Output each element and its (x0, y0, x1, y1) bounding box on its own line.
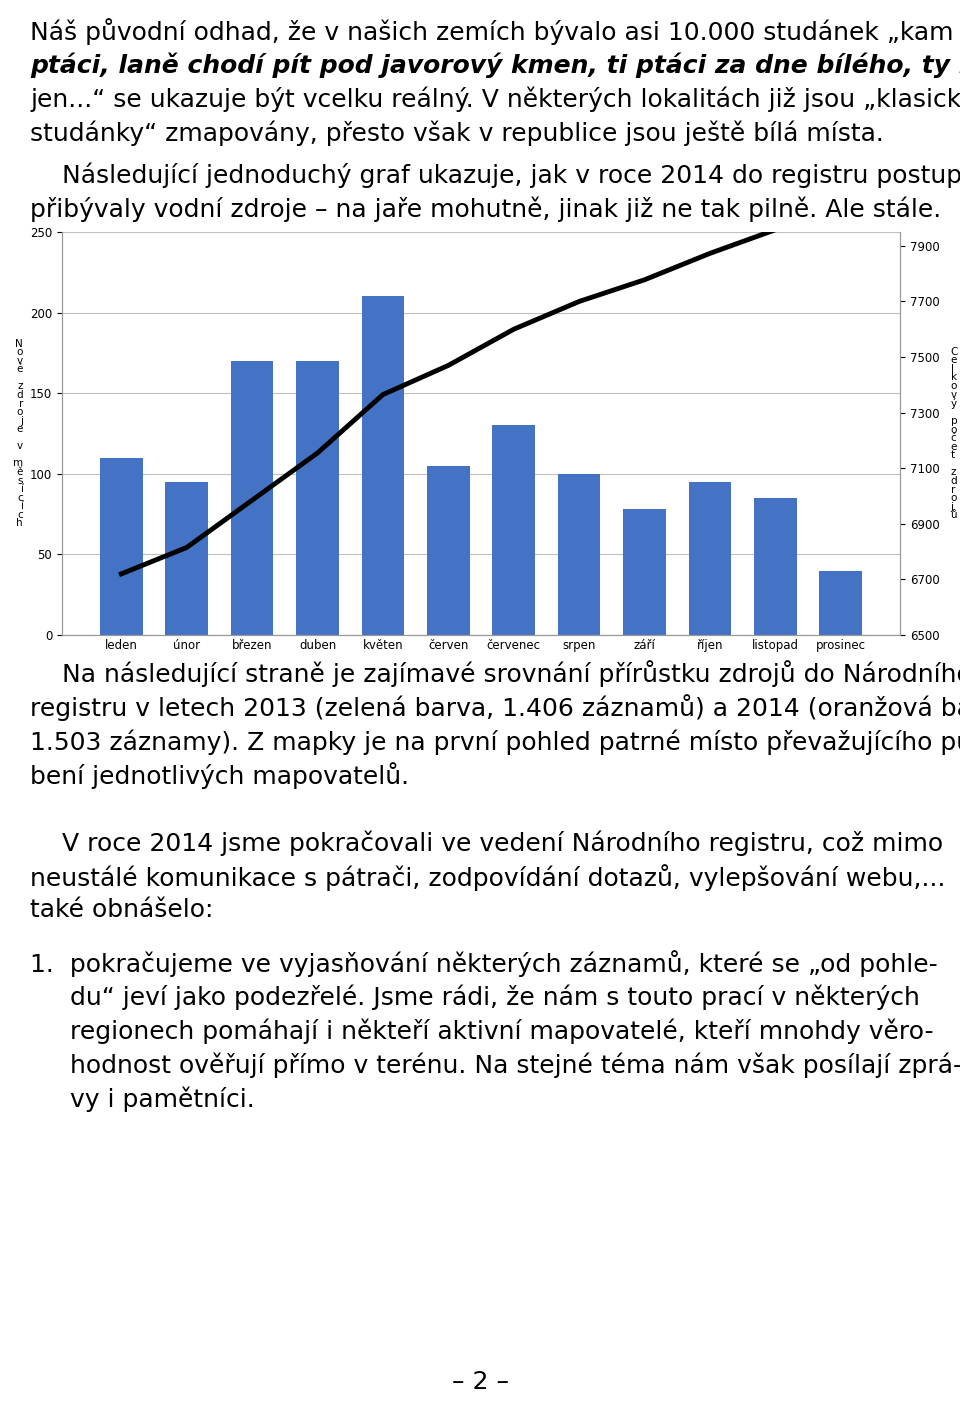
Text: du“ jeví jako podezřelé. Jsme rádi, že nám s touto prací v některých: du“ jeví jako podezřelé. Jsme rádi, že n… (30, 983, 920, 1010)
Y-axis label: N
o
v
é
 
z
d
r
o
j
e
 
v
 
m
ě
s
í
c
í
c
h: N o v é z d r o j e v m ě s í c í c h (12, 339, 23, 528)
Text: také obnášelo:: také obnášelo: (30, 898, 213, 922)
Text: přibývaly vodní zdroje – na jaře mohutně, jinak již ne tak pilně. Ale stále.: přibývaly vodní zdroje – na jaře mohutně… (30, 197, 941, 222)
Bar (230, 361, 274, 635)
Text: – 2 –: – 2 – (451, 1370, 509, 1394)
Bar (820, 570, 862, 635)
Bar (427, 465, 469, 635)
Text: Následující jednoduchý graf ukazuje, jak v roce 2014 do registru postupně: Následující jednoduchý graf ukazuje, jak… (30, 162, 960, 187)
Text: 1.503 záznamy). Z mapky je na první pohled patrné místo převažujícího půso-: 1.503 záznamy). Z mapky je na první pohl… (30, 728, 960, 754)
Text: V roce 2014 jsme pokračovali ve vedení Národního registru, což mimo: V roce 2014 jsme pokračovali ve vedení N… (30, 830, 943, 856)
Text: jen...“ se ukazuje být vcelku reálný. V některých lokalitách již jsou „klasické: jen...“ se ukazuje být vcelku reálný. V … (30, 86, 960, 111)
Text: bení jednotlivých mapovatelů.: bení jednotlivých mapovatelů. (30, 762, 409, 788)
Text: 1.  pokračujeme ve vyjasňování některých záznamů, které se „od pohle-: 1. pokračujeme ve vyjasňování některých … (30, 950, 938, 976)
Bar (165, 482, 208, 635)
Bar (297, 361, 339, 635)
Bar (362, 296, 404, 635)
Text: studánky“ zmapovány, přesto však v republice jsou ještě bílá místa.: studánky“ zmapovány, přesto však v repub… (30, 119, 884, 146)
Y-axis label: C
e
l
k
o
v
ý
 
p
o
č
e
t
 
z
d
r
o
j
ů: C e l k o v ý p o č e t z d r o j ů (950, 347, 958, 520)
Bar (754, 497, 797, 635)
Text: ptáci, laně chodí pít pod javorový kmen, ti ptáci za dne bílého, ty laně v noci: ptáci, laně chodí pít pod javorový kmen,… (30, 52, 960, 77)
Bar (492, 426, 535, 635)
Text: hodnost ověřují přímo v terénu. Na stejné téma nám však posílají zprá-: hodnost ověřují přímo v terénu. Na stejn… (30, 1052, 960, 1078)
Text: vy i pamětníci.: vy i pamětníci. (30, 1086, 254, 1111)
Text: neustálé komunikace s pátrači, zodpovídání dotazů, vylepšování webu,...: neustálé komunikace s pátrači, zodpovídá… (30, 864, 946, 891)
Text: registru v letech 2013 (zelená barva, 1.406 záznamů) a 2014 (oranžová barva,: registru v letech 2013 (zelená barva, 1.… (30, 694, 960, 721)
Text: Náš původní odhad, že v našich zemích bývalo asi 10.000 studánek „kam: Náš původní odhad, že v našich zemích bý… (30, 18, 953, 45)
Text: regionech pomáhají i někteří aktivní mapovatelé, kteří mnohdy věro-: regionech pomáhají i někteří aktivní map… (30, 1019, 934, 1044)
Bar (558, 473, 600, 635)
Bar (623, 509, 665, 635)
Bar (688, 482, 732, 635)
Text: Na následující straně je zajímavé srovnání přírůstku zdrojů do Národního: Na následující straně je zajímavé srovná… (30, 660, 960, 687)
Bar (100, 458, 143, 635)
